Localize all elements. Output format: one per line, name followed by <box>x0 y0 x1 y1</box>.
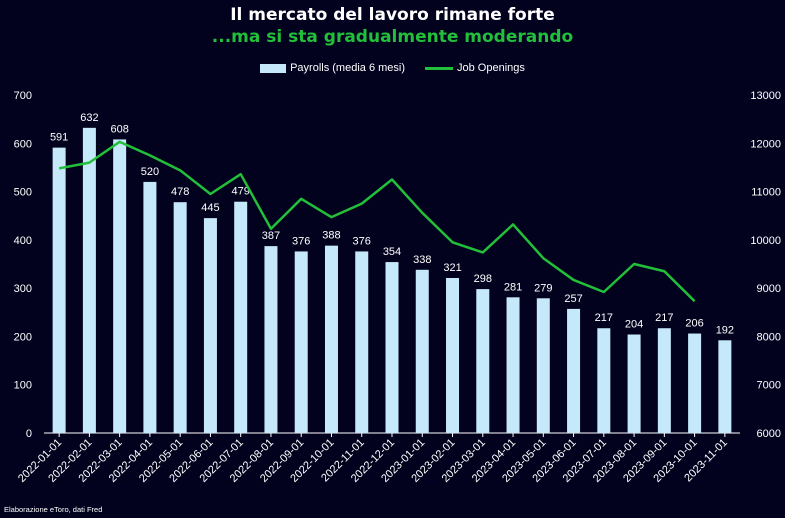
legend-item-job-openings: Job Openings <box>425 62 525 74</box>
bar-payrolls <box>567 308 581 433</box>
bar-payrolls <box>657 328 671 433</box>
bar-value-label: 257 <box>564 293 582 305</box>
chart-title: Il mercato del lavoro rimane forte <box>230 5 555 25</box>
bar-value-label: 445 <box>201 202 219 214</box>
bar-payrolls <box>718 340 732 433</box>
legend-item-payrolls: Payrolls (media 6 mesi) <box>260 62 405 74</box>
y-right-tick-label: 12000 <box>750 138 781 150</box>
bar-value-label: 376 <box>292 235 310 247</box>
y-right-tick-label: 7000 <box>757 380 781 392</box>
bar-payrolls <box>476 289 490 433</box>
bar-value-label: 388 <box>322 230 340 242</box>
bar-value-label: 192 <box>716 324 734 336</box>
bar-value-label: 279 <box>534 282 552 294</box>
bar-payrolls <box>294 251 308 433</box>
bar-value-label: 478 <box>171 186 189 198</box>
bar-payrolls <box>446 278 460 433</box>
bar-value-label: 387 <box>262 230 280 242</box>
source-note: Elaborazione eToro, dati Fred <box>4 505 103 514</box>
bar-payrolls <box>264 246 278 433</box>
bar-value-label: 217 <box>655 312 673 324</box>
bar-payrolls <box>324 245 338 433</box>
bar-payrolls <box>52 147 66 434</box>
y-left-tick-label: 700 <box>14 90 32 102</box>
legend-swatch-payrolls <box>260 63 287 73</box>
bar-payrolls <box>113 139 127 433</box>
bar-payrolls <box>203 218 217 433</box>
y-right-tick-label: 11000 <box>751 187 781 199</box>
bar-value-label: 632 <box>80 112 98 124</box>
y-right-tick-label: 9000 <box>757 283 781 295</box>
bar-value-label: 591 <box>50 132 68 144</box>
chart-subtitle: ...ma si sta gradualmente moderando <box>211 27 574 47</box>
bar-payrolls <box>355 251 369 433</box>
legend-swatch-job-openings <box>425 66 454 70</box>
y-left-tick-label: 300 <box>14 283 32 295</box>
bar-payrolls <box>234 201 248 433</box>
legend-label-payrolls: Payrolls (media 6 mesi) <box>290 62 406 74</box>
bar-payrolls <box>536 298 550 433</box>
y-left-tick-label: 400 <box>14 235 32 247</box>
bar-value-label: 204 <box>625 318 643 330</box>
y-left-tick-label: 600 <box>14 138 32 150</box>
bar-value-label: 479 <box>232 186 250 198</box>
bar-payrolls <box>627 334 641 433</box>
bar-payrolls <box>506 297 520 433</box>
legend: Payrolls (media 6 mesi) Job Openings <box>0 62 785 74</box>
bar-payrolls <box>173 202 187 433</box>
line-job-openings <box>58 140 696 303</box>
y-left-tick-label: 100 <box>14 380 32 392</box>
y-right-tick-label: 6000 <box>757 428 781 440</box>
y-right-tick-label: 10000 <box>750 235 781 247</box>
bar-value-label: 520 <box>141 166 159 178</box>
y-left-tick-label: 500 <box>14 187 32 199</box>
bar-payrolls <box>597 328 611 433</box>
bar-payrolls <box>415 269 429 433</box>
bar-value-label: 298 <box>474 273 492 285</box>
bar-payrolls <box>143 181 157 433</box>
y-right-tick-label: 13000 <box>750 90 781 102</box>
bar-value-label: 354 <box>383 246 401 258</box>
y-right-tick-label: 8000 <box>757 331 781 343</box>
bar-value-label: 217 <box>595 312 613 324</box>
bar-value-label: 281 <box>504 281 522 293</box>
y-left-tick-label: 0 <box>26 428 32 440</box>
bar-payrolls <box>688 333 702 433</box>
bar-payrolls <box>82 127 96 433</box>
legend-label-job-openings: Job Openings <box>457 62 525 74</box>
bar-value-label: 321 <box>443 262 461 274</box>
bar-value-label: 338 <box>413 254 431 266</box>
bar-value-label: 376 <box>353 235 371 247</box>
bar-value-label: 206 <box>685 318 703 330</box>
bar-payrolls <box>385 262 399 433</box>
bar-value-label: 608 <box>110 123 128 135</box>
y-left-tick-label: 200 <box>14 331 32 343</box>
